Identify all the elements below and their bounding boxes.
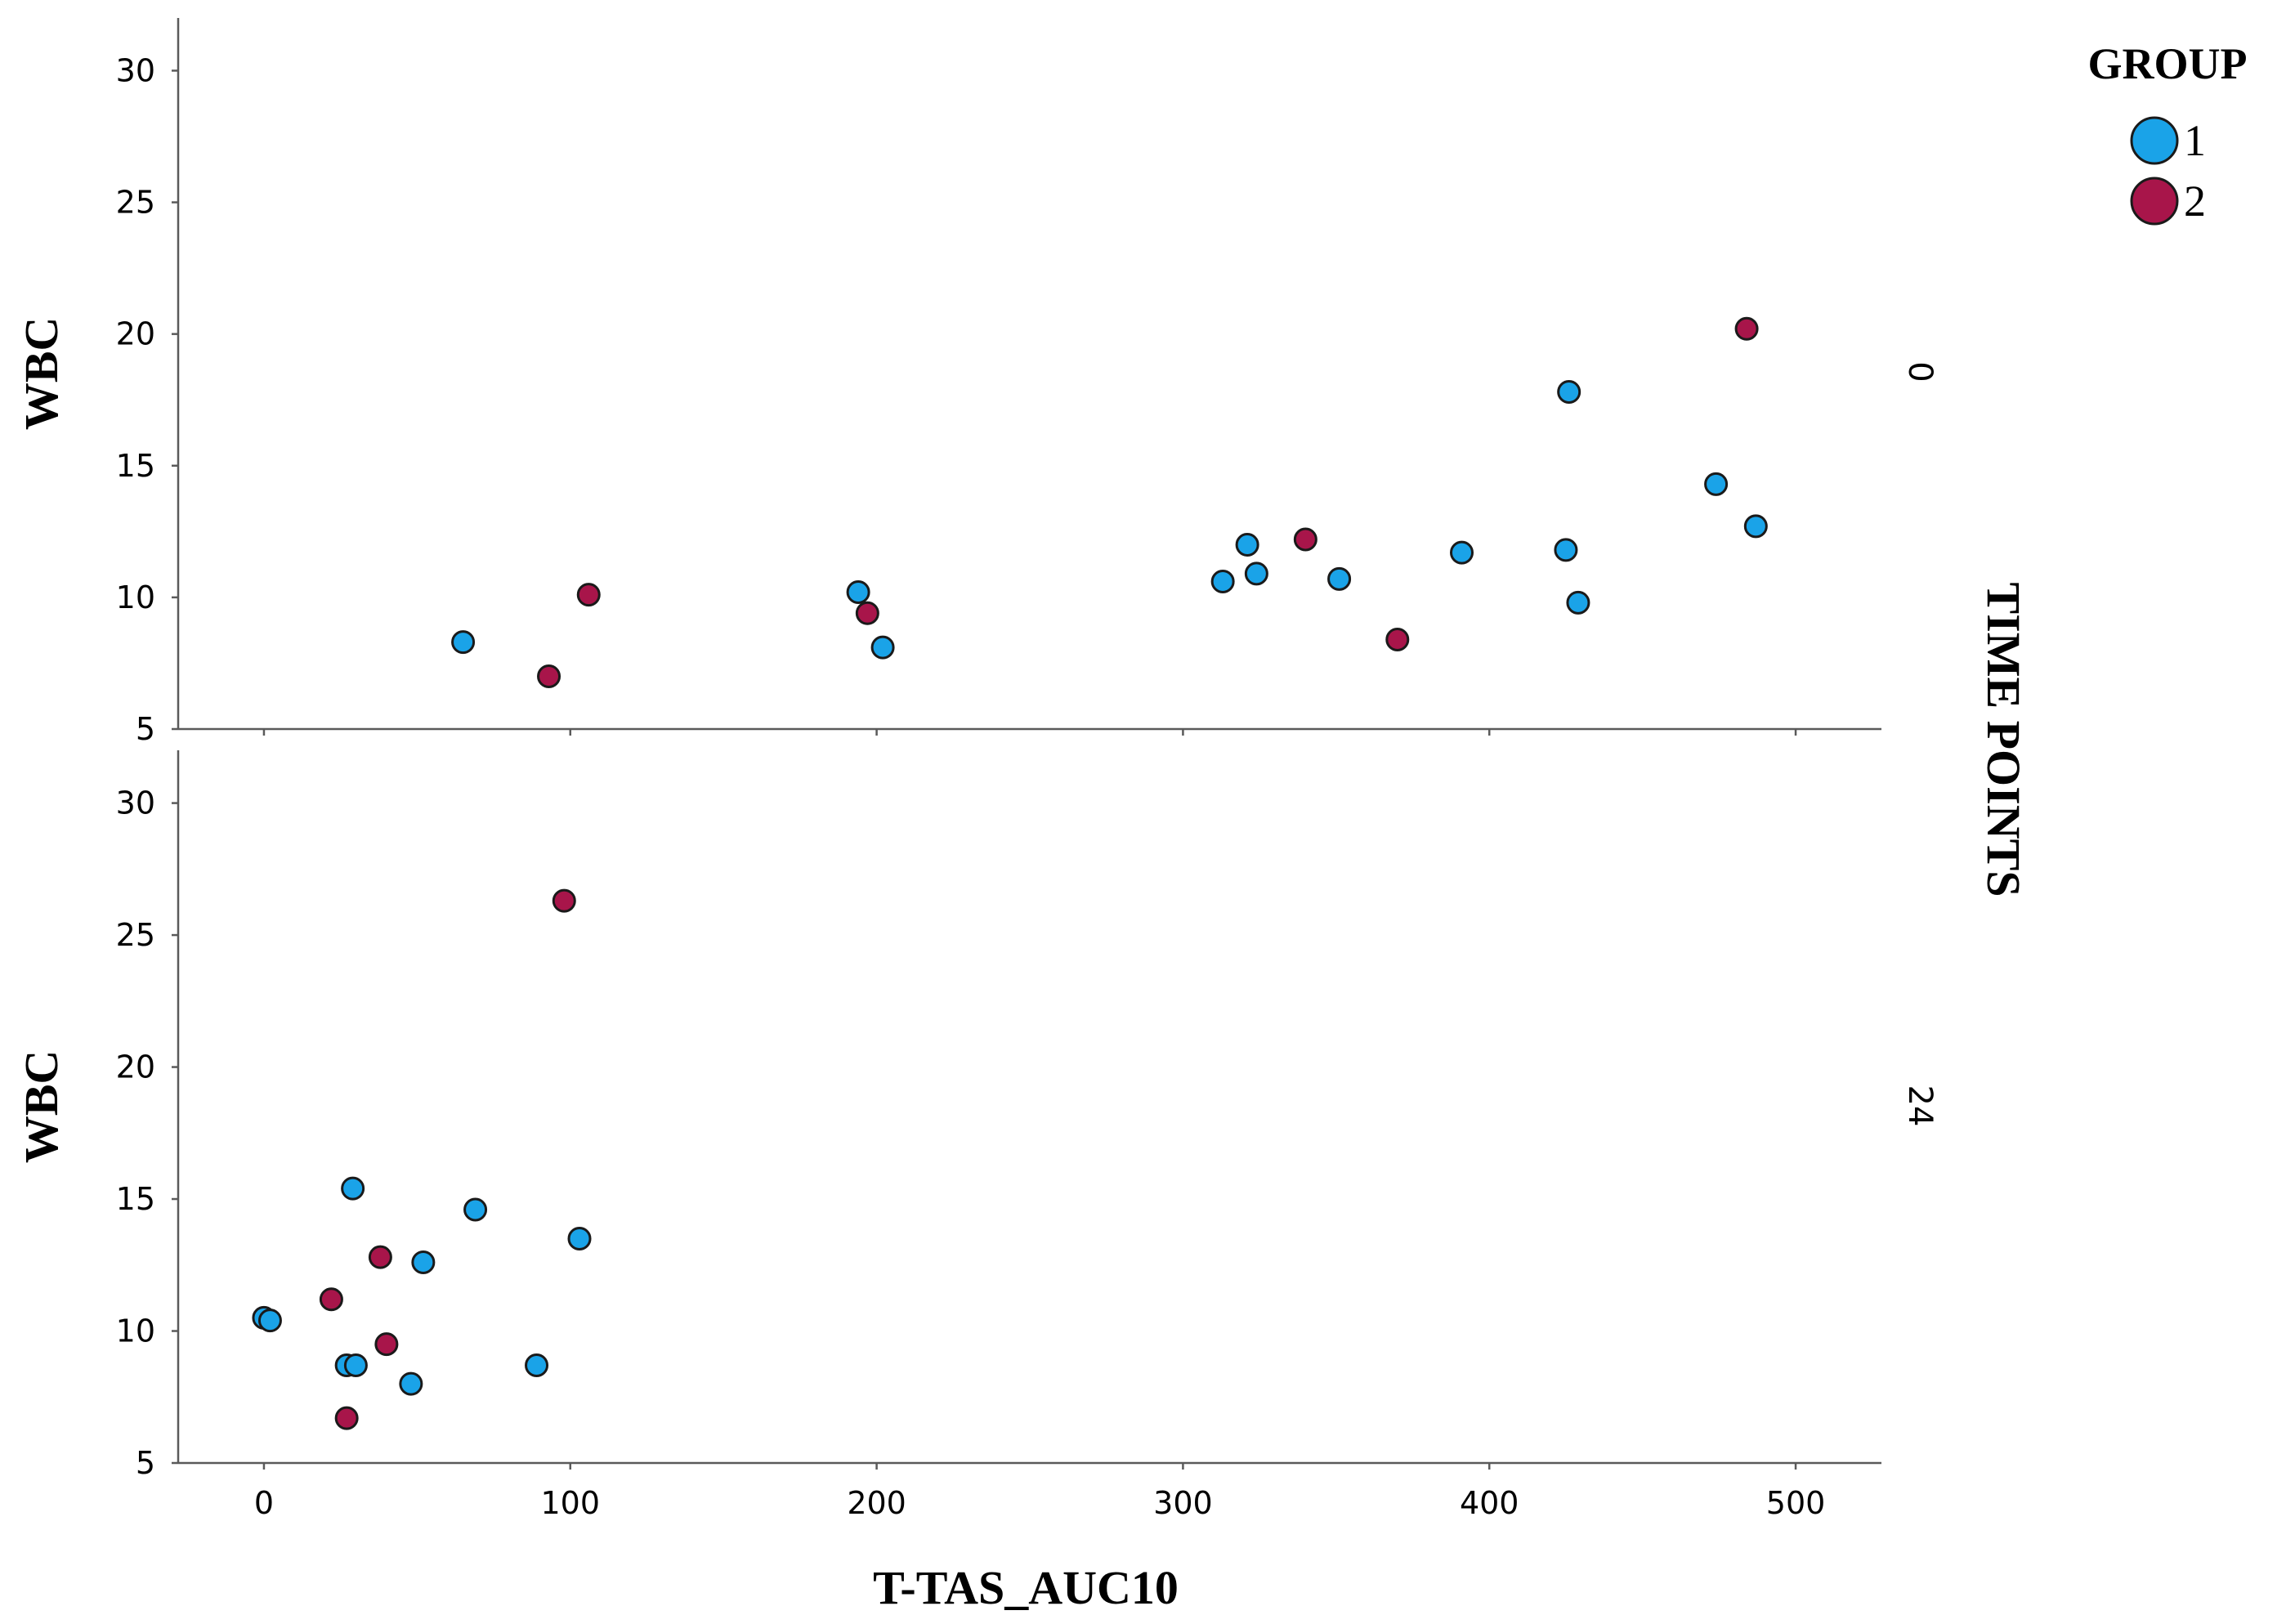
x-tick-label: 500 xyxy=(1766,1485,1826,1521)
point-group-1 xyxy=(1566,590,1590,615)
point-group-2 xyxy=(319,1287,343,1312)
y-tick-label: 25 xyxy=(116,185,155,221)
legend-title: GROUP xyxy=(2088,39,2248,88)
x-tick-label: 300 xyxy=(1153,1485,1213,1521)
point-group-1 xyxy=(1743,514,1768,539)
legend: GROUP 12 xyxy=(2088,39,2248,226)
legend-marker-1 xyxy=(2130,116,2179,165)
point-group-1 xyxy=(870,635,895,660)
y-tick-label: 25 xyxy=(116,917,155,953)
point-group-1 xyxy=(1449,540,1474,565)
point-group-1 xyxy=(846,579,870,604)
point-group-1 xyxy=(399,1371,423,1396)
point-group-1 xyxy=(567,1226,592,1250)
legend-marker-2 xyxy=(2130,177,2179,226)
x-tick-label: 100 xyxy=(541,1485,601,1521)
x-axis-title: T-TAS_AUC10 xyxy=(873,1561,1179,1614)
y-axis-title: WBC xyxy=(15,317,68,431)
x-tick-label: 200 xyxy=(847,1485,906,1521)
point-group-1 xyxy=(1210,570,1235,594)
y-tick-label: 15 xyxy=(116,448,155,484)
legend-label-2: 2 xyxy=(2184,177,2206,226)
facet-label-0: 0 xyxy=(1901,361,1939,382)
y-tick-label: 5 xyxy=(136,1445,155,1481)
point-group-1 xyxy=(1327,566,1352,591)
point-group-2 xyxy=(855,601,879,625)
panel-0: 5 10 15 20 25 30 WBC 0 xyxy=(15,18,1939,747)
point-group-2 xyxy=(1734,316,1759,341)
point-group-2 xyxy=(374,1332,399,1357)
legend-label-1: 1 xyxy=(2184,116,2206,165)
y-axis-title: WBC xyxy=(15,1050,68,1164)
point-group-2 xyxy=(576,583,601,607)
point-group-1 xyxy=(525,1353,549,1378)
y-tick-label: 5 xyxy=(136,711,155,747)
point-group-2 xyxy=(1293,527,1318,552)
point-group-1 xyxy=(1557,380,1581,405)
x-tick-label: 400 xyxy=(1460,1485,1519,1521)
point-group-1 xyxy=(341,1176,365,1201)
point-group-2 xyxy=(368,1245,392,1269)
point-group-2 xyxy=(1385,627,1410,651)
y-tick-label: 20 xyxy=(116,1049,155,1085)
point-group-1 xyxy=(1554,538,1578,562)
legend-items: 12 xyxy=(2130,116,2206,226)
point-group-2 xyxy=(334,1406,359,1430)
point-group-1 xyxy=(1235,532,1259,557)
point-group-1 xyxy=(1244,561,1268,586)
point-group-1 xyxy=(343,1353,368,1378)
facet-label-24: 24 xyxy=(1901,1085,1939,1127)
point-group-1 xyxy=(1704,472,1729,496)
x-tick-label: 0 xyxy=(254,1485,274,1521)
y-tick-label: 30 xyxy=(116,52,155,88)
point-group-2 xyxy=(537,664,561,689)
y-tick-label: 10 xyxy=(116,579,155,615)
point-group-2 xyxy=(552,888,576,913)
row-facet-title: TIME POINTS xyxy=(1977,582,2030,897)
y-tick-label: 10 xyxy=(116,1313,155,1349)
point-group-1 xyxy=(463,1197,488,1222)
point-group-1 xyxy=(411,1250,436,1275)
point-group-1 xyxy=(451,630,476,655)
y-tick-label: 15 xyxy=(116,1181,155,1217)
y-tick-label: 20 xyxy=(116,316,155,352)
point-group-1 xyxy=(257,1309,282,1333)
y-tick-label: 30 xyxy=(116,785,155,821)
